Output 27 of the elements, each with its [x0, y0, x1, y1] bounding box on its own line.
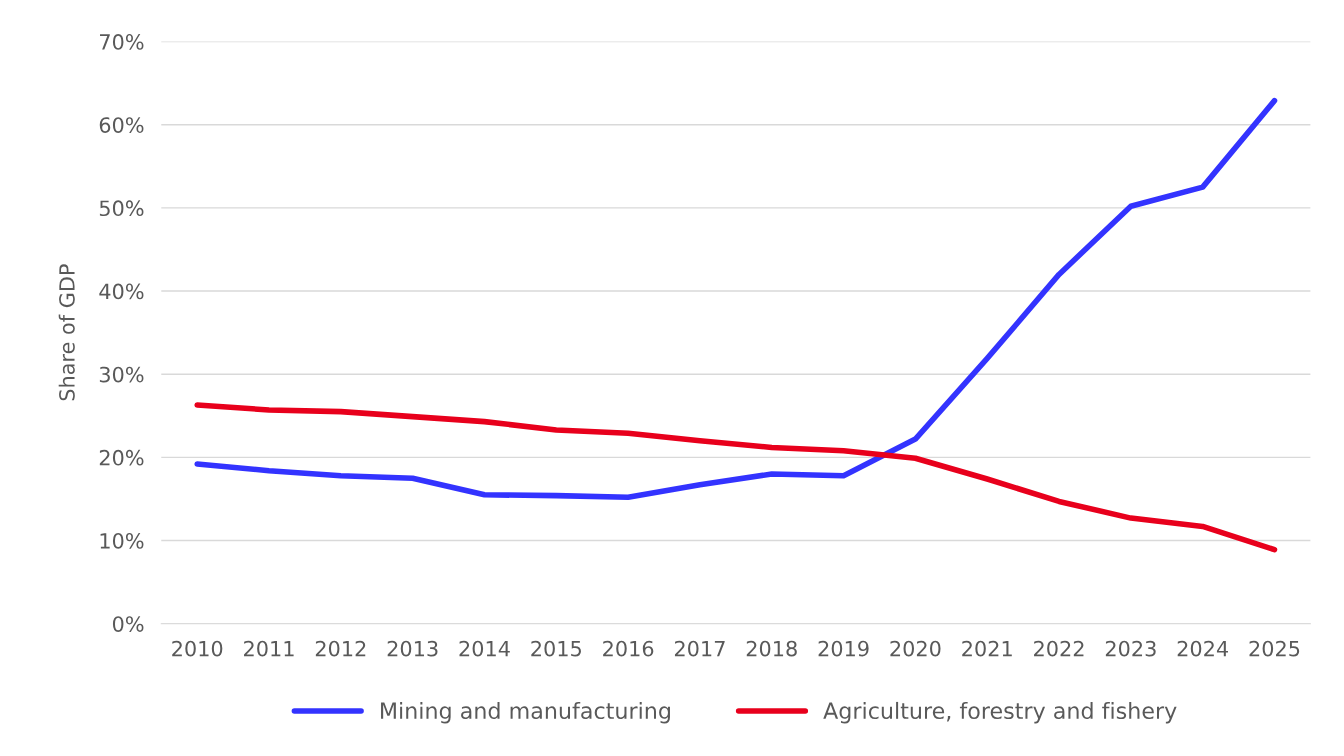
- x-tick-label: 2016: [603, 640, 654, 657]
- x-tick-label: 2010: [172, 640, 223, 657]
- legend-label: Mining and manufacturing: [381, 701, 670, 724]
- x-tick-label: 2023: [1105, 640, 1156, 657]
- x-tick-label: 2017: [674, 640, 725, 657]
- x-tick-label: 2018: [746, 640, 797, 657]
- y-tick-label: 50%: [99, 200, 144, 217]
- y-tick-label: 30%: [99, 366, 144, 383]
- x-tick-label: 2012: [315, 640, 366, 657]
- x-tick-label: 2015: [531, 640, 581, 657]
- y-tick-label: 0%: [112, 616, 144, 632]
- x-tick-label: 2019: [818, 640, 869, 657]
- x-tick-label: 2022: [1034, 640, 1084, 657]
- x-tick-label: 2014: [459, 640, 510, 657]
- y-tick-label: 60%: [99, 117, 144, 133]
- legend-label: Agriculture, forestry and fishery: [823, 701, 1177, 724]
- x-tick-label: 2024: [1177, 640, 1229, 657]
- x-tick-label: 2025: [1249, 640, 1300, 657]
- y-tick-label: 20%: [99, 449, 144, 466]
- y-tick-label: 70%: [100, 34, 144, 50]
- x-tick-label: 2013: [387, 640, 438, 657]
- y-tick-label: 40%: [99, 283, 144, 300]
- y-axis-title: Share of GDP: [58, 264, 75, 401]
- x-tick-label: 2021: [962, 640, 1012, 657]
- x-tick-label: 2020: [890, 640, 941, 657]
- y-tick-label: 10%: [100, 532, 144, 549]
- x-tick-label: 2011: [244, 640, 294, 657]
